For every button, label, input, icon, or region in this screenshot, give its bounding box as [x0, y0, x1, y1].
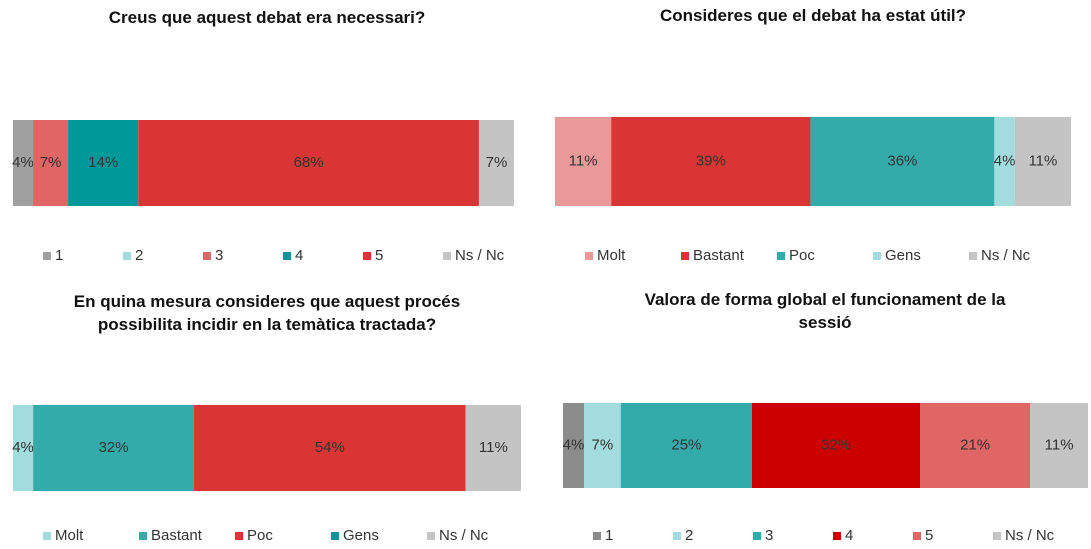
- legend-swatch: [443, 252, 451, 260]
- legend-label: Bastant: [151, 527, 203, 544]
- legend-label: Molt: [55, 527, 84, 544]
- bar-segment: [478, 120, 514, 206]
- data-label: 25%: [671, 436, 701, 453]
- data-label: 4%: [12, 154, 34, 171]
- data-label: 7%: [592, 436, 614, 453]
- legend-swatch: [681, 252, 689, 260]
- chart-title: Valora de forma global el funcionament d…: [644, 290, 1006, 332]
- legend-label: 5: [375, 247, 383, 264]
- legend-label: Molt: [597, 247, 626, 264]
- legend-swatch: [43, 532, 51, 540]
- bar-segment: [584, 403, 621, 488]
- legend-label: 5: [925, 527, 933, 544]
- legend-label: Gens: [343, 527, 379, 544]
- bar-segment: [920, 403, 1031, 488]
- bar-segment: [13, 405, 34, 491]
- legend-label: 4: [845, 527, 853, 544]
- legend-swatch: [283, 252, 291, 260]
- legend-label: 3: [215, 247, 223, 264]
- bar-segment: [68, 120, 139, 206]
- legend-swatch: [673, 532, 681, 540]
- legend-label: Ns / Nc: [439, 527, 489, 544]
- data-label: 4%: [994, 152, 1016, 169]
- data-label: 4%: [12, 439, 34, 456]
- data-label: 11%: [1028, 152, 1057, 169]
- legend-swatch: [427, 532, 435, 540]
- data-label: 4%: [563, 436, 585, 453]
- legend-swatch: [585, 252, 593, 260]
- bar-segment: [194, 405, 466, 491]
- data-label: 21%: [960, 436, 990, 453]
- bar-segment: [611, 117, 811, 206]
- legend-swatch: [235, 532, 243, 540]
- chart-title: Consideres que el debat ha estat útil?: [659, 6, 967, 25]
- legend-label: Ns / Nc: [455, 247, 505, 264]
- bar-segment: [752, 403, 920, 488]
- legend-label: 1: [605, 527, 613, 544]
- bar-segment: [563, 403, 584, 488]
- data-label: 11%: [569, 152, 598, 169]
- bar-segment: [1030, 403, 1088, 488]
- data-label: 32%: [99, 439, 129, 456]
- bar-segment: [620, 403, 752, 488]
- data-label: 14%: [88, 154, 118, 171]
- legend-label: Poc: [789, 247, 815, 264]
- legend-swatch: [203, 252, 211, 260]
- legend-swatch: [593, 532, 601, 540]
- bar-segment: [1014, 117, 1071, 206]
- data-label: 7%: [40, 154, 62, 171]
- data-label: 7%: [486, 154, 508, 171]
- legend-label: Poc: [247, 527, 273, 544]
- legend-swatch: [123, 252, 131, 260]
- legend-swatch: [913, 532, 921, 540]
- chart-title: Creus que aquest debat era necessari?: [108, 8, 426, 27]
- legend-label: Gens: [885, 247, 921, 264]
- bar-segment: [13, 120, 34, 206]
- data-label: 32%: [821, 436, 851, 453]
- chart-title: En quina mesura consideres que aquest pr…: [73, 292, 461, 334]
- bar-segment: [555, 117, 612, 206]
- legend-label: Bastant: [693, 247, 745, 264]
- legend-swatch: [331, 532, 339, 540]
- legend-swatch: [993, 532, 1001, 540]
- legend-swatch: [363, 252, 371, 260]
- legend-swatch: [873, 252, 881, 260]
- bar-segment: [33, 405, 195, 491]
- data-label: 11%: [1045, 436, 1074, 453]
- data-label: 54%: [315, 439, 345, 456]
- data-label: 11%: [479, 439, 508, 456]
- legend-label: Ns / Nc: [981, 247, 1031, 264]
- legend-label: 4: [295, 247, 303, 264]
- bar-segment: [33, 120, 69, 206]
- legend-swatch: [777, 252, 785, 260]
- bar-segment: [138, 120, 479, 206]
- bar-segment: [465, 405, 521, 491]
- legend-label: Ns / Nc: [1005, 527, 1055, 544]
- bar-segment: [810, 117, 995, 206]
- data-label: 36%: [887, 152, 917, 169]
- bar-segment: [994, 117, 1015, 206]
- legend-label: 1: [55, 247, 63, 264]
- legend-swatch: [969, 252, 977, 260]
- data-label: 39%: [696, 152, 726, 169]
- legend-swatch: [43, 252, 51, 260]
- data-label: 68%: [294, 154, 324, 171]
- legend-swatch: [753, 532, 761, 540]
- legend-label: 2: [685, 527, 693, 544]
- legend-swatch: [139, 532, 147, 540]
- legend-label: 2: [135, 247, 143, 264]
- legend-label: 3: [765, 527, 773, 544]
- legend-swatch: [833, 532, 841, 540]
